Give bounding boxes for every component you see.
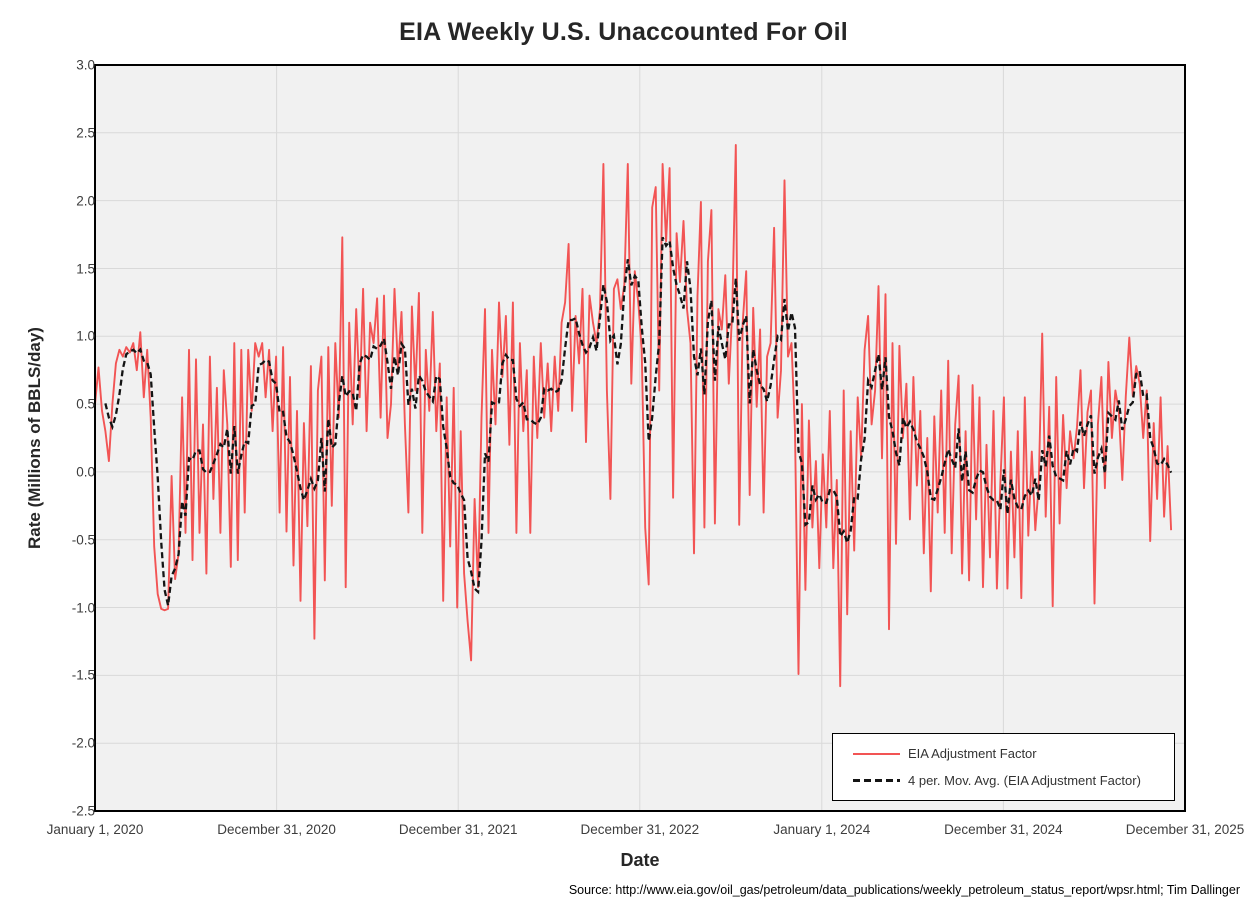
y-tick-label: -0.5: [71, 532, 95, 548]
y-tick-label: 0.0: [76, 464, 95, 480]
x-tick-label: December 31, 2022: [580, 822, 700, 837]
y-tick-label: 2.0: [76, 193, 95, 209]
y-tick-label: -1.5: [71, 667, 95, 683]
y-tick-label: -2.0: [71, 735, 95, 751]
source-note: Source: http://www.eia.gov/oil_gas/petro…: [568, 883, 1240, 897]
y-tick-label: 3.0: [76, 57, 95, 73]
chart-title: EIA Weekly U.S. Unaccounted For Oil: [399, 18, 848, 46]
x-tick-label: December 31, 2025: [1125, 822, 1245, 837]
y-axis-title: Rate (Millions of BBLS/day): [25, 327, 44, 549]
x-tick-label: December 31, 2024: [944, 822, 1063, 837]
y-tick-label: 1.0: [76, 328, 95, 344]
legend-label: EIA Adjustment Factor: [908, 746, 1037, 761]
legend: EIA Adjustment Factor 4 per. Mov. Avg. (…: [832, 733, 1175, 801]
x-tick-label: December 31, 2021: [398, 822, 518, 837]
y-tick-label: -2.5: [71, 803, 95, 819]
y-tick-label: 1.5: [76, 261, 95, 276]
legend-item-moving-average: 4 per. Mov. Avg. (EIA Adjustment Factor): [833, 773, 1174, 788]
legend-label: 4 per. Mov. Avg. (EIA Adjustment Factor): [908, 773, 1141, 788]
x-tick-label: December 31, 2020: [217, 822, 336, 837]
x-tick-label: January 1, 2020: [46, 822, 144, 837]
legend-item-adjustment-factor: EIA Adjustment Factor: [833, 746, 1174, 761]
y-tick-label: 2.5: [76, 125, 95, 141]
x-tick-label: January 1, 2024: [773, 822, 871, 837]
y-tick-label: -1.0: [71, 600, 95, 615]
x-axis-title: Date: [620, 850, 660, 870]
dashed-line-sample-icon: [853, 779, 900, 782]
red-line-sample-icon: [853, 752, 900, 755]
y-tick-label: 0.5: [76, 396, 95, 412]
